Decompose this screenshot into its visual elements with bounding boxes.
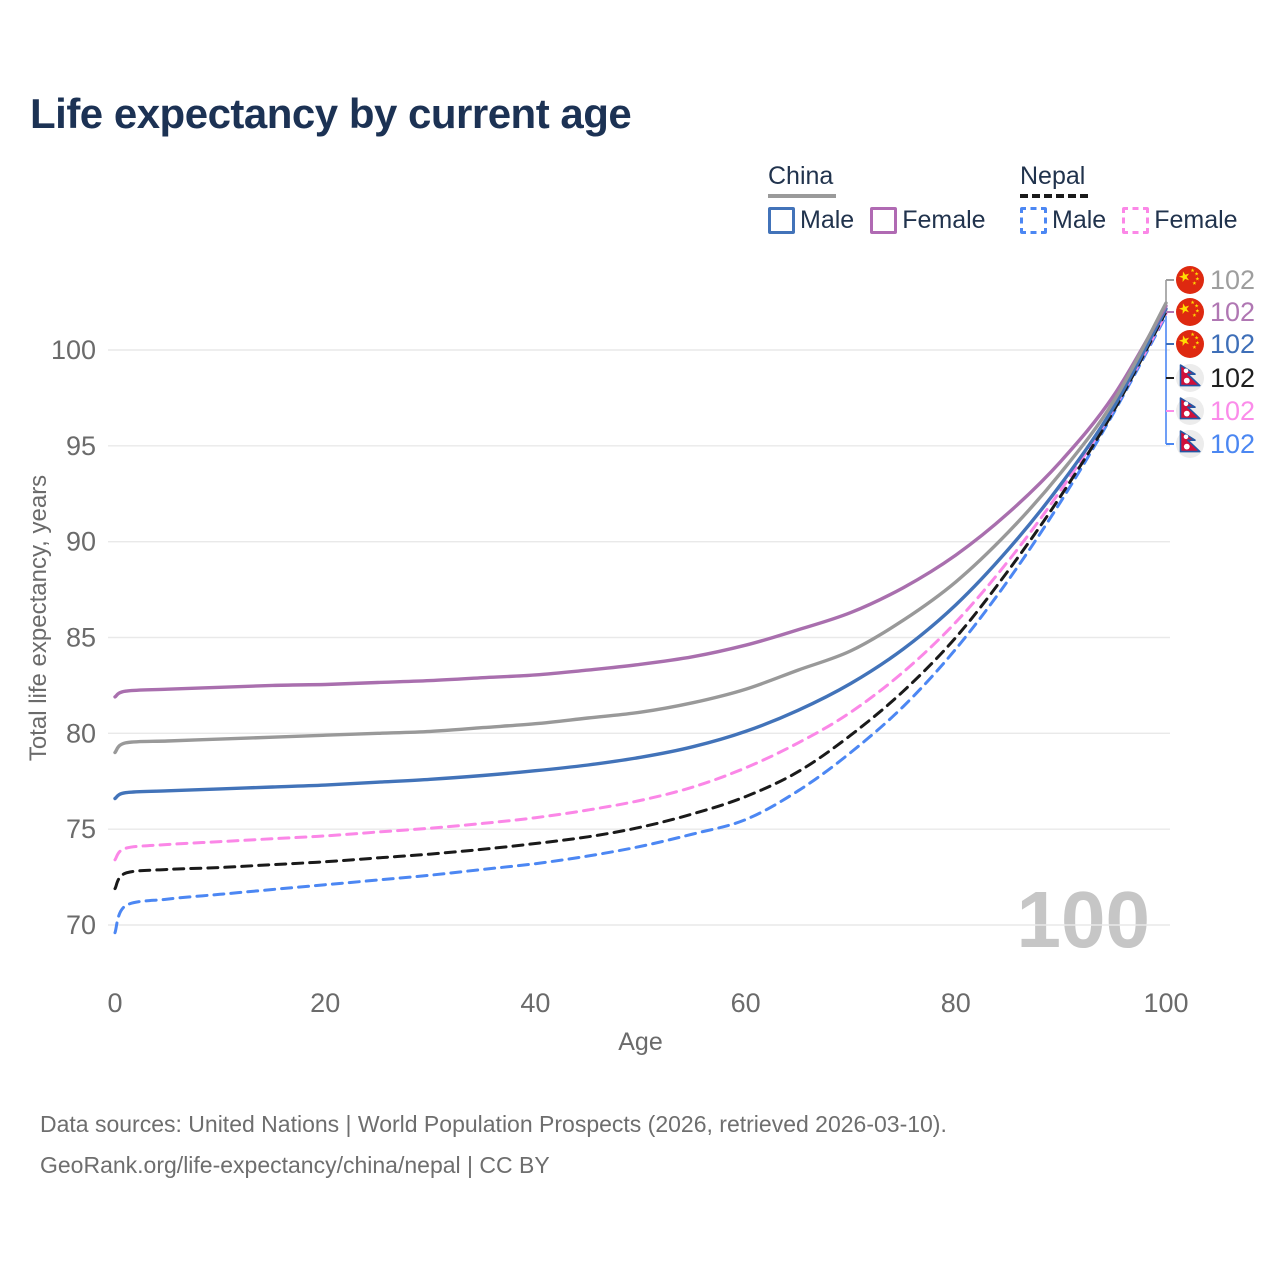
legend-items-china: Male Female bbox=[768, 206, 986, 235]
data-sources-line: Data sources: United Nations | World Pop… bbox=[40, 1111, 947, 1137]
y-tick-label: 100 bbox=[51, 335, 96, 365]
y-tick-label: 70 bbox=[66, 910, 96, 940]
china-flag-icon bbox=[1176, 330, 1204, 358]
legend-linestyle-china bbox=[768, 194, 836, 198]
y-tick-label: 95 bbox=[66, 431, 96, 461]
legend-country-china: China bbox=[768, 162, 834, 190]
end-value-label-china-male: 102 bbox=[1210, 329, 1255, 359]
x-tick-label: 80 bbox=[941, 988, 971, 1018]
checkbox-china-male[interactable] bbox=[768, 207, 795, 234]
checkbox-nepal-female[interactable] bbox=[1122, 207, 1150, 234]
series-line-nepal-male bbox=[113, 314, 1168, 935]
legend-items-nepal: Male Female bbox=[1020, 206, 1238, 235]
series-line-nepal-all bbox=[113, 310, 1168, 891]
checkbox-china-female[interactable] bbox=[870, 207, 898, 234]
x-tick-label: 60 bbox=[731, 988, 761, 1018]
x-tick-label: 40 bbox=[520, 988, 550, 1018]
checkbox-nepal-male[interactable] bbox=[1020, 207, 1047, 234]
china-flag-icon bbox=[1176, 298, 1204, 326]
end-value-label-china-all: 102 bbox=[1210, 265, 1255, 295]
y-axis-title: Total life expectancy, years bbox=[25, 475, 52, 761]
legend-label-china-male: Male bbox=[800, 206, 855, 234]
x-tick-label: 20 bbox=[310, 988, 340, 1018]
end-value-label-nepal-all: 102 bbox=[1210, 363, 1255, 393]
legend-label-nepal-male: Male bbox=[1052, 206, 1107, 234]
watermark-current-age: 100 bbox=[1017, 875, 1150, 964]
legend-label-nepal-female: Female bbox=[1154, 206, 1238, 234]
series-line-china-male bbox=[113, 307, 1168, 801]
y-tick-label: 85 bbox=[66, 623, 96, 653]
end-value-label-china-female: 102 bbox=[1210, 297, 1255, 327]
legend-group-nepal: Nepal Male Female bbox=[1020, 162, 1238, 235]
china-flag-icon bbox=[1176, 266, 1204, 294]
chart-footer: Data sources: United Nations | World Pop… bbox=[40, 1104, 947, 1186]
nepal-flag-icon bbox=[1176, 397, 1204, 425]
y-tick-label: 75 bbox=[66, 814, 96, 844]
legend-linestyle-nepal bbox=[1020, 194, 1088, 198]
end-value-label-nepal-female: 102 bbox=[1210, 396, 1255, 426]
attribution-line: GeoRank.org/life-expectancy/china/nepal … bbox=[40, 1152, 550, 1178]
y-tick-label: 80 bbox=[66, 718, 96, 748]
page-title: Life expectancy by current age bbox=[30, 90, 632, 137]
nepal-flag-icon bbox=[1176, 430, 1204, 458]
series-line-china-female bbox=[113, 304, 1168, 699]
x-tick-label: 0 bbox=[107, 988, 122, 1018]
legend-group-china: China Male Female bbox=[768, 162, 986, 235]
y-tick-label: 90 bbox=[66, 527, 96, 557]
x-tick-label: 100 bbox=[1143, 988, 1188, 1018]
series-line-nepal-female bbox=[113, 312, 1168, 862]
x-axis-title: Age bbox=[618, 1028, 662, 1056]
nepal-flag-icon bbox=[1176, 364, 1204, 392]
legend-toggle-china-female[interactable]: Female bbox=[870, 206, 986, 235]
series-line-china-all bbox=[113, 301, 1168, 755]
legend-country-nepal: Nepal bbox=[1020, 162, 1086, 190]
legend-label-china-female: Female bbox=[902, 206, 986, 234]
legend-toggle-nepal-female[interactable]: Female bbox=[1122, 206, 1238, 235]
legend-toggle-china-male[interactable]: Male bbox=[768, 206, 854, 235]
end-value-label-nepal-male: 102 bbox=[1210, 429, 1255, 459]
legend-toggle-nepal-male[interactable]: Male bbox=[1020, 206, 1106, 235]
